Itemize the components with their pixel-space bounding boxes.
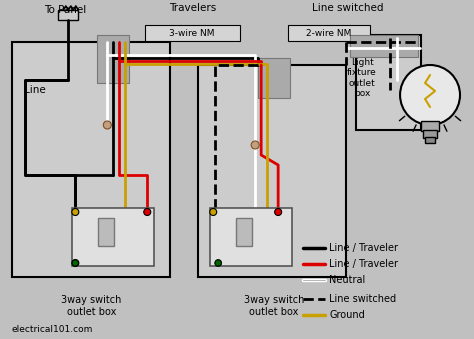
Text: electrical101.com: electrical101.com: [12, 325, 93, 335]
Circle shape: [400, 65, 460, 125]
Text: Neutral: Neutral: [329, 275, 365, 285]
Bar: [236, 218, 252, 246]
Text: Light
fixture
outlet
box: Light fixture outlet box: [347, 58, 377, 98]
Bar: [98, 218, 114, 246]
Bar: [58, 10, 78, 20]
Text: Line / Traveler: Line / Traveler: [329, 259, 398, 269]
Circle shape: [144, 208, 151, 216]
Text: Line switched: Line switched: [329, 294, 396, 304]
Text: Line switched: Line switched: [312, 3, 384, 13]
Circle shape: [210, 208, 217, 216]
Bar: [350, 35, 418, 57]
Bar: [258, 58, 290, 98]
Text: 3way switch
outlet box: 3way switch outlet box: [244, 295, 304, 317]
Bar: [145, 25, 240, 41]
Text: 2-wire NM: 2-wire NM: [306, 28, 352, 38]
Bar: [288, 25, 370, 41]
Circle shape: [73, 260, 78, 266]
Bar: [12, 42, 170, 277]
Text: 3-wire NM: 3-wire NM: [170, 28, 215, 38]
Bar: [423, 130, 437, 138]
Bar: [356, 35, 421, 130]
Bar: [425, 137, 435, 143]
Bar: [421, 121, 439, 131]
Circle shape: [251, 141, 259, 149]
Circle shape: [103, 121, 111, 129]
Circle shape: [215, 259, 222, 266]
Bar: [210, 208, 292, 266]
Bar: [97, 35, 129, 83]
Text: Line / Traveler: Line / Traveler: [329, 243, 398, 253]
Text: Line: Line: [25, 85, 46, 95]
Text: Ground: Ground: [329, 310, 365, 320]
Circle shape: [215, 260, 221, 266]
Bar: [198, 65, 346, 277]
Text: To Panel: To Panel: [44, 5, 86, 15]
Circle shape: [274, 208, 282, 216]
Bar: [73, 208, 154, 266]
Circle shape: [72, 208, 79, 216]
Text: Travelers: Travelers: [169, 3, 216, 13]
Text: 3way switch
outlet box: 3way switch outlet box: [61, 295, 121, 317]
Circle shape: [72, 259, 79, 266]
